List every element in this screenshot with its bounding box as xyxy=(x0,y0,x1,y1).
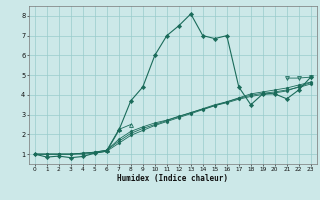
X-axis label: Humidex (Indice chaleur): Humidex (Indice chaleur) xyxy=(117,174,228,183)
